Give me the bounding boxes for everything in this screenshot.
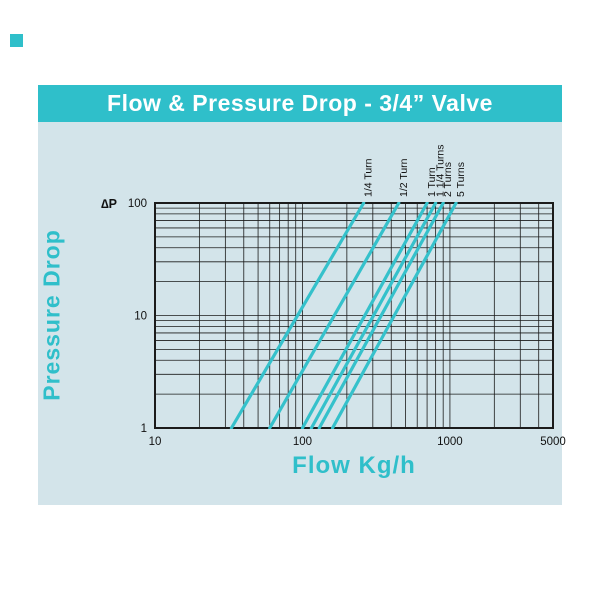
x-axis-title: Flow Kg/h: [292, 452, 416, 479]
chart-title: Flow & Pressure Drop - 3/4” Valve: [107, 90, 493, 116]
title-banner: Flow & Pressure Drop - 3/4” Valve: [38, 85, 562, 122]
y-axis-title: Pressure Drop: [38, 229, 65, 401]
corner-accent-square: [10, 34, 23, 47]
chart-panel: [38, 122, 562, 505]
